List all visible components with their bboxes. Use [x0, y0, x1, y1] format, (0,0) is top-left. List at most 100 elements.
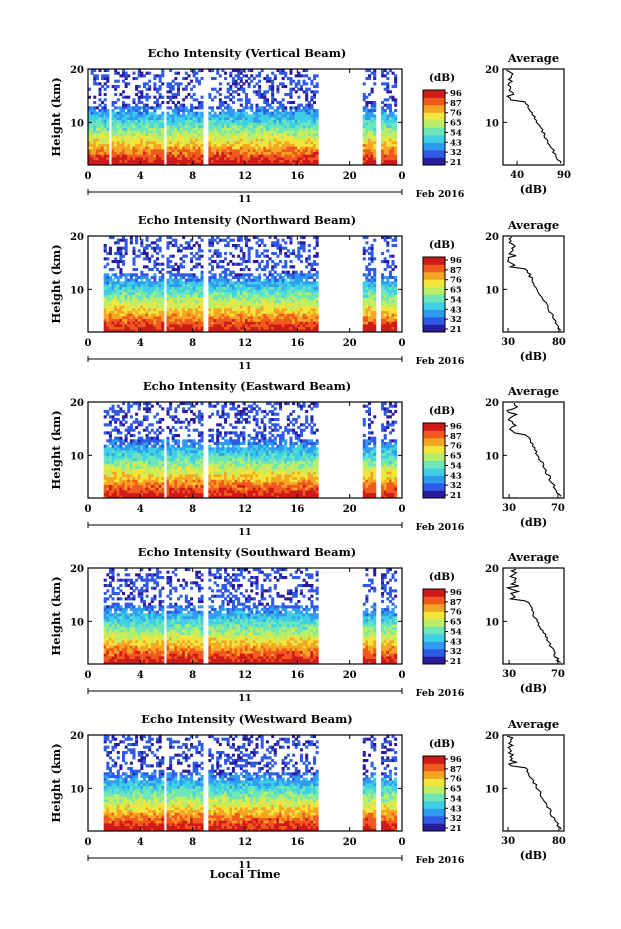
heatmap-cell [245, 308, 249, 312]
heatmap-cell [119, 74, 123, 78]
heatmap-cell [166, 114, 170, 118]
heatmap-cell [98, 125, 102, 129]
heatmap-cell [245, 143, 249, 147]
heatmap-cell [153, 294, 157, 298]
heatmap-cell [260, 114, 264, 118]
heatmap-cell [103, 310, 107, 314]
heatmap-cell [245, 157, 249, 161]
heatmap-cell [391, 119, 395, 123]
heatmap-cell [145, 286, 149, 290]
heatmap-cell [231, 286, 235, 290]
heatmap-cell [208, 318, 212, 322]
heatmap-cell [156, 257, 160, 261]
heatmap-cell [221, 133, 225, 137]
heatmap-cell [103, 292, 107, 296]
heatmap-cell [169, 138, 173, 142]
heatmap-cell [221, 321, 225, 325]
heatmap-cell [216, 262, 220, 266]
heatmap-cell [242, 318, 246, 322]
heatmap-cell [182, 127, 186, 131]
heatmap-cell [176, 292, 180, 296]
heatmap-cell [200, 278, 204, 282]
heatmap-cell [116, 114, 120, 118]
heatmap-cell [182, 149, 186, 153]
heatmap-cell [90, 162, 94, 166]
heatmap-cell [88, 146, 92, 150]
heatmap-cell [116, 117, 120, 121]
heatmap-cell [294, 316, 298, 320]
heatmap-cell [297, 286, 301, 290]
heatmap-cell [184, 141, 188, 145]
heatmap-cell [169, 85, 173, 89]
heatmap-cell [245, 146, 249, 150]
heatmap-cell [258, 117, 262, 121]
heatmap-cell [216, 289, 220, 293]
heatmap-cell [210, 300, 214, 304]
heatmap-cell [258, 114, 262, 118]
heatmap-cell [137, 318, 141, 322]
heatmap-cell [237, 286, 241, 290]
heatmap-cell [252, 141, 256, 145]
heatmap-cell [229, 127, 233, 131]
heatmap-cell [234, 300, 238, 304]
heatmap-cell [161, 329, 165, 333]
heatmap-cell [242, 286, 246, 290]
heatmap-cell [297, 249, 301, 253]
heatmap-cell [258, 162, 262, 166]
heatmap-cell [294, 305, 298, 309]
heatmap-cell [370, 292, 374, 296]
heatmap-cell [111, 157, 115, 161]
heatmap-cell [171, 254, 175, 258]
heatmap-cell [195, 146, 199, 150]
heatmap-cell [174, 302, 178, 306]
heatmap-cell [284, 93, 288, 97]
heatmap-cell [90, 141, 94, 145]
heatmap-cell [195, 154, 199, 158]
heatmap-cell [182, 281, 186, 285]
heatmap-cell [297, 71, 301, 75]
heatmap-cell [106, 125, 110, 129]
heatmap-cell [260, 143, 264, 147]
heatmap-cell [281, 310, 285, 314]
heatmap-cell [231, 284, 235, 288]
heatmap-cell [150, 289, 154, 293]
heatmap-cell [237, 329, 241, 333]
heatmap-cell [179, 157, 183, 161]
heatmap-cell [305, 143, 309, 147]
heatmap-cell [179, 151, 183, 155]
heatmap-cell [153, 157, 157, 161]
heatmap-cell [148, 305, 152, 309]
heatmap-cell [388, 281, 392, 285]
heatmap-cell [250, 329, 254, 333]
heatmap-cell [302, 276, 306, 280]
heatmap-cell [273, 281, 277, 285]
heatmap-cell [174, 284, 178, 288]
heatmap-cell [119, 127, 123, 131]
heatmap-cell [281, 313, 285, 317]
heatmap-cell [137, 135, 141, 139]
heatmap-cell [237, 141, 241, 145]
heatmap-cell [315, 151, 319, 155]
heatmap-cell [108, 321, 112, 325]
heatmap-cell [302, 297, 306, 301]
heatmap-cell [103, 151, 107, 155]
heatmap-cell [153, 313, 157, 317]
heatmap-cell [386, 114, 390, 118]
heatmap-cell [297, 122, 301, 126]
heatmap-cell [179, 278, 183, 282]
heatmap-cell [210, 162, 214, 166]
heatmap-cell [383, 238, 387, 242]
heatmap-cell [129, 127, 133, 131]
heatmap-cell [239, 305, 243, 309]
heatmap-cell [242, 74, 246, 78]
heatmap-cell [313, 294, 317, 298]
heatmap-cell [190, 302, 194, 306]
heatmap-cell [179, 273, 183, 277]
heatmap-cell [129, 321, 133, 325]
heatmap-cell [313, 151, 317, 155]
heatmap-cell [224, 151, 228, 155]
heatmap-cell [313, 284, 317, 288]
heatmap-cell [313, 308, 317, 312]
heatmap-cell [93, 125, 97, 129]
heatmap-cell [88, 151, 92, 155]
